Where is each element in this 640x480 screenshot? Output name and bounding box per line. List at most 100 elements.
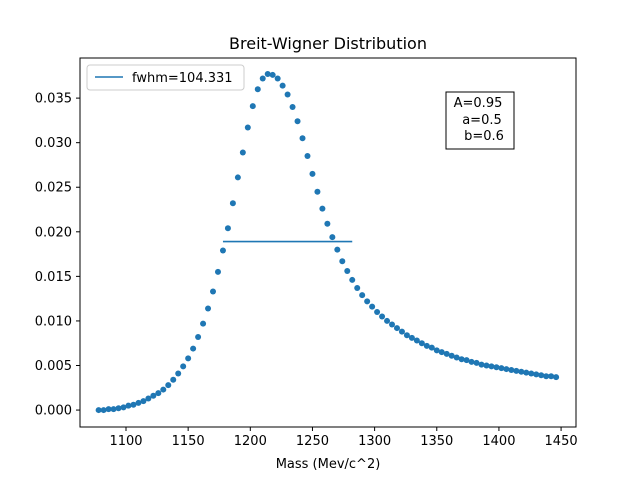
- data-point: [170, 376, 177, 383]
- data-point: [324, 220, 331, 227]
- data-point: [125, 402, 132, 409]
- data-point: [478, 361, 485, 368]
- data-point: [175, 370, 182, 377]
- data-point: [145, 395, 152, 402]
- data-point: [180, 363, 187, 370]
- data-point: [115, 405, 122, 412]
- annotation-box: [445, 91, 515, 150]
- data-point: [264, 71, 271, 78]
- y-tick-label: 0.015: [35, 270, 72, 285]
- x-axis-label: Mass (Mev/c^2): [276, 457, 381, 472]
- data-point: [200, 320, 207, 327]
- data-point: [95, 407, 102, 414]
- data-point: [185, 355, 192, 362]
- data-point: [289, 104, 296, 111]
- x-tick-label: 1250: [296, 434, 329, 449]
- data-point: [210, 288, 217, 295]
- data-point: [244, 124, 251, 131]
- data-point: [259, 75, 266, 82]
- data-point: [284, 91, 291, 98]
- data-point: [249, 103, 256, 110]
- data-point: [513, 367, 520, 374]
- data-point: [299, 135, 306, 142]
- data-point: [140, 398, 147, 405]
- data-point: [329, 234, 336, 241]
- plot-frame: [79, 57, 577, 428]
- y-tick-label: 0.030: [35, 136, 72, 151]
- legend-label: fwhm=104.331: [132, 71, 233, 86]
- data-point: [269, 71, 276, 78]
- data-point: [508, 366, 515, 373]
- data-point: [359, 292, 366, 299]
- data-point: [229, 200, 236, 207]
- data-point: [408, 334, 415, 341]
- data-point: [334, 246, 341, 253]
- data-point: [314, 188, 321, 195]
- data-point: [190, 345, 197, 352]
- data-point: [403, 332, 410, 339]
- data-point: [120, 404, 127, 411]
- data-point: [488, 363, 495, 370]
- data-point: [518, 368, 525, 375]
- data-point: [443, 350, 450, 357]
- data-point: [538, 372, 545, 379]
- data-point: [219, 247, 226, 254]
- data-point: [254, 86, 261, 93]
- data-point: [234, 174, 241, 181]
- data-point: [279, 82, 286, 89]
- data-point: [448, 352, 455, 359]
- x-tick-label: 1100: [109, 434, 142, 449]
- data-point: [364, 298, 371, 305]
- data-point: [498, 365, 505, 372]
- data-point: [438, 349, 445, 356]
- plot-marks: [95, 71, 560, 414]
- data-point: [130, 401, 137, 408]
- annotation-line-1: A=0.95: [454, 96, 503, 111]
- data-point: [304, 153, 311, 160]
- x-tick-label: 1300: [358, 434, 391, 449]
- annotation-line-3: b=0.6: [464, 129, 504, 144]
- data-point: [458, 356, 465, 363]
- x-tick-label: 1350: [420, 434, 453, 449]
- x-tick-label: 1150: [172, 434, 205, 449]
- data-point: [384, 317, 391, 324]
- legend: fwhm=104.331: [86, 64, 245, 91]
- data-point: [533, 371, 540, 378]
- data-point: [294, 118, 301, 125]
- data-point: [214, 268, 221, 275]
- data-point: [274, 75, 281, 82]
- data-point: [354, 284, 361, 291]
- annotation-line-2: a=0.5: [462, 113, 502, 128]
- data-point: [369, 303, 376, 310]
- y-tick-label: 0.020: [35, 225, 72, 240]
- data-point: [553, 374, 560, 381]
- data-point: [239, 149, 246, 156]
- parameter-annotation: A=0.95 a=0.5 b=0.6: [445, 91, 515, 150]
- data-point: [473, 359, 480, 366]
- data-point: [135, 399, 142, 406]
- data-point: [100, 407, 107, 414]
- data-point: [503, 366, 510, 373]
- x-tick-label: 1450: [545, 434, 578, 449]
- data-point: [463, 357, 470, 364]
- data-point: [205, 305, 212, 312]
- data-point: [379, 313, 386, 320]
- data-point: [309, 170, 316, 177]
- y-tick-label: 0.010: [35, 314, 72, 329]
- data-point: [523, 369, 530, 376]
- data-point: [374, 309, 381, 316]
- data-point: [398, 328, 405, 335]
- data-point: [543, 373, 550, 380]
- data-point: [528, 370, 535, 377]
- data-point: [389, 321, 396, 328]
- data-point: [319, 205, 326, 212]
- data-point: [105, 406, 112, 413]
- data-point: [423, 342, 430, 349]
- data-point: [195, 333, 202, 340]
- data-point: [493, 364, 500, 371]
- y-tick-label: 0.025: [35, 181, 72, 196]
- data-point: [468, 358, 475, 365]
- data-point: [165, 382, 172, 389]
- y-tick-label: 0.035: [35, 92, 72, 107]
